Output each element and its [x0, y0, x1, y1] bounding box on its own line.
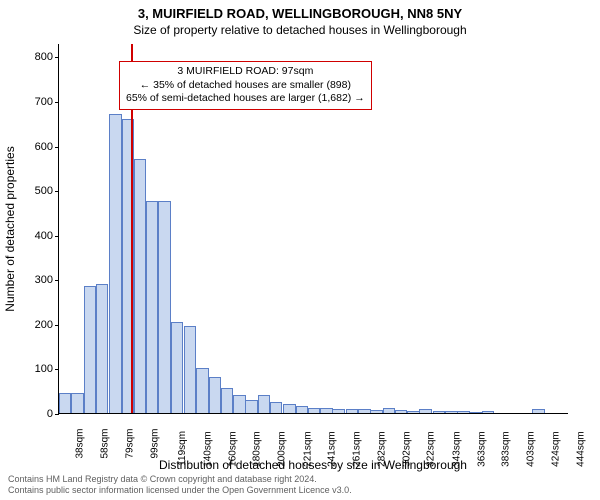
annotation-line: ← 35% of detached houses are smaller (89… [126, 79, 365, 93]
x-tick-label: 363sqm [476, 431, 487, 467]
y-tick-mark [55, 147, 59, 148]
histogram-bar [134, 159, 146, 413]
y-tick-label: 0 [19, 408, 53, 420]
histogram-bar [332, 409, 344, 413]
x-tick-label: 58sqm [99, 429, 110, 459]
histogram-bar [184, 326, 196, 413]
histogram-bar [407, 411, 419, 413]
annotation-box: 3 MUIRFIELD ROAD: 97sqm← 35% of detached… [119, 61, 372, 110]
histogram-bar [84, 286, 96, 413]
histogram-bar [146, 201, 158, 413]
y-tick-mark [55, 102, 59, 103]
x-tick-label: 444sqm [575, 431, 586, 467]
histogram-bar [395, 410, 407, 413]
histogram-bar [196, 368, 208, 413]
histogram-bar [296, 406, 308, 413]
x-tick-label: 38sqm [75, 429, 86, 459]
histogram-bar [171, 322, 183, 413]
y-tick-label: 800 [19, 51, 53, 63]
histogram-bar [221, 388, 233, 413]
histogram-bar [445, 411, 457, 413]
y-tick-label: 100 [19, 363, 53, 375]
histogram-bar [209, 377, 221, 413]
x-axis-label: Distribution of detached houses by size … [159, 458, 467, 472]
histogram-bar [258, 395, 270, 413]
histogram-bar [109, 114, 121, 413]
y-tick-label: 500 [19, 185, 53, 197]
histogram-bar [370, 410, 382, 413]
page-subtitle: Size of property relative to detached ho… [0, 23, 600, 37]
histogram-bar [383, 408, 395, 413]
histogram-bar [233, 395, 245, 413]
footer-line: Contains public sector information licen… [8, 485, 352, 496]
histogram-bar [283, 404, 295, 413]
plot-area: 010020030040050060070080038sqm58sqm79sqm… [58, 44, 568, 414]
histogram-bar [320, 408, 332, 413]
y-tick-mark [55, 57, 59, 58]
y-tick-mark [55, 191, 59, 192]
histogram-bar [346, 409, 358, 413]
x-tick-label: 403sqm [525, 431, 536, 467]
x-tick-label: 383sqm [500, 431, 511, 467]
y-tick-mark [55, 280, 59, 281]
y-tick-label: 700 [19, 96, 53, 108]
annotation-line: 65% of semi-detached houses are larger (… [126, 92, 365, 106]
y-tick-label: 400 [19, 230, 53, 242]
y-tick-label: 300 [19, 274, 53, 286]
y-tick-mark [55, 236, 59, 237]
histogram-bar [532, 409, 544, 413]
histogram-bar [457, 411, 469, 413]
y-tick-label: 200 [19, 319, 53, 331]
chart: Number of detached properties 0100200300… [58, 44, 568, 414]
histogram-bar [96, 284, 108, 413]
x-tick-label: 424sqm [551, 431, 562, 467]
y-tick-mark [55, 414, 59, 415]
histogram-bar [482, 411, 494, 413]
y-tick-label: 600 [19, 141, 53, 153]
histogram-bar [358, 409, 370, 413]
histogram-bar [158, 201, 170, 413]
histogram-bar [59, 393, 71, 413]
footer-line: Contains HM Land Registry data © Crown c… [8, 474, 352, 485]
footer: Contains HM Land Registry data © Crown c… [8, 474, 352, 497]
histogram-bar [245, 400, 257, 413]
y-tick-mark [55, 369, 59, 370]
histogram-bar [419, 409, 431, 413]
y-axis-label: Number of detached properties [3, 146, 17, 311]
x-tick-label: 99sqm [150, 429, 161, 459]
histogram-bar [308, 408, 320, 413]
histogram-bar [470, 412, 482, 413]
x-tick-label: 79sqm [125, 429, 136, 459]
annotation-line: 3 MUIRFIELD ROAD: 97sqm [126, 65, 365, 79]
y-tick-mark [55, 325, 59, 326]
histogram-bar [71, 393, 83, 413]
title-block: 3, MUIRFIELD ROAD, WELLINGBOROUGH, NN8 5… [0, 0, 600, 37]
histogram-bar [433, 411, 445, 413]
histogram-bar [270, 402, 282, 413]
page-title: 3, MUIRFIELD ROAD, WELLINGBOROUGH, NN8 5… [0, 6, 600, 21]
